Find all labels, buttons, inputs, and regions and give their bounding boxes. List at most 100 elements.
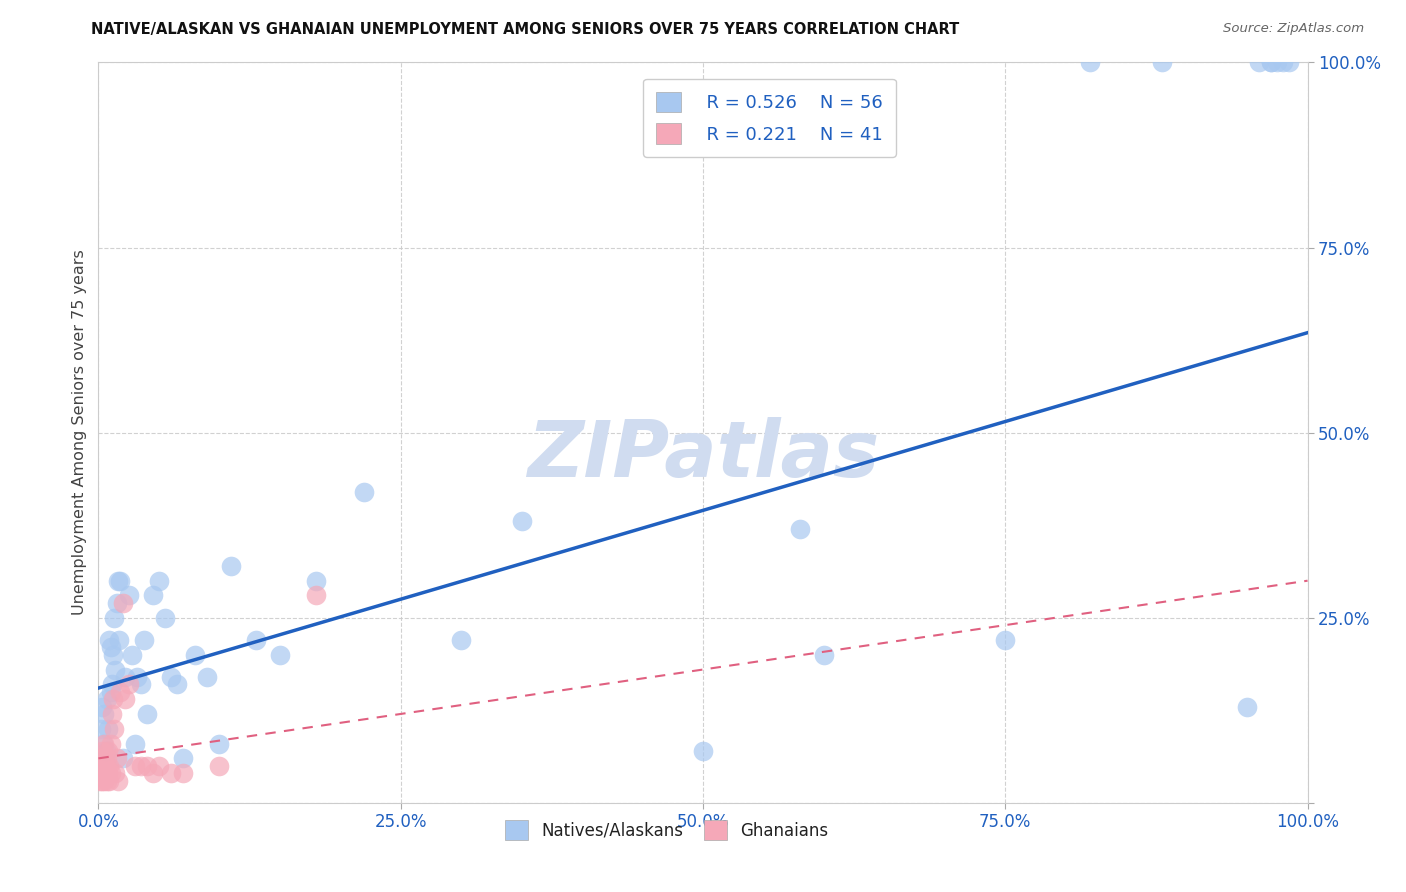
Point <box>1260 55 1282 70</box>
Point <box>1236 699 1258 714</box>
Point <box>134 632 156 647</box>
Point <box>208 737 231 751</box>
Point <box>1260 55 1282 70</box>
Point <box>100 685 122 699</box>
Point <box>208 758 231 772</box>
Point <box>127 670 149 684</box>
Point <box>91 773 114 788</box>
Point <box>450 632 472 647</box>
Text: ZIPatlas: ZIPatlas <box>527 417 879 493</box>
Point <box>1278 55 1301 70</box>
Point <box>89 773 111 788</box>
Point <box>103 722 125 736</box>
Point <box>184 648 207 662</box>
Point <box>129 677 152 691</box>
Point <box>108 685 131 699</box>
Point <box>114 692 136 706</box>
Point <box>100 640 122 655</box>
Point <box>305 589 328 603</box>
Point <box>172 766 194 780</box>
Point <box>94 744 117 758</box>
Point <box>93 706 115 721</box>
Point <box>90 766 112 780</box>
Point <box>135 758 157 772</box>
Point <box>994 632 1017 647</box>
Point <box>195 670 218 684</box>
Point <box>100 677 122 691</box>
Point <box>1272 55 1295 70</box>
Point <box>101 692 124 706</box>
Point <box>94 766 117 780</box>
Point <box>1078 55 1101 70</box>
Point <box>105 751 128 765</box>
Point <box>93 773 115 788</box>
Point <box>353 484 375 499</box>
Point <box>692 744 714 758</box>
Point <box>105 596 128 610</box>
Point <box>100 766 122 780</box>
Y-axis label: Unemployment Among Seniors over 75 years: Unemployment Among Seniors over 75 years <box>72 250 87 615</box>
Point <box>148 574 170 588</box>
Point <box>107 773 129 788</box>
Point <box>124 758 146 772</box>
Text: Source: ZipAtlas.com: Source: ZipAtlas.com <box>1223 22 1364 36</box>
Point <box>305 574 328 588</box>
Point <box>97 722 120 736</box>
Point <box>91 699 114 714</box>
Point <box>91 751 114 765</box>
Point <box>101 648 124 662</box>
Point <box>124 737 146 751</box>
Point <box>153 610 176 624</box>
Point <box>91 758 114 772</box>
Point <box>160 766 183 780</box>
Point <box>91 766 114 780</box>
Point <box>121 648 143 662</box>
Point <box>91 737 114 751</box>
Text: NATIVE/ALASKAN VS GHANAIAN UNEMPLOYMENT AMONG SENIORS OVER 75 YEARS CORRELATION : NATIVE/ALASKAN VS GHANAIAN UNEMPLOYMENT … <box>91 22 960 37</box>
Point <box>245 632 267 647</box>
Point <box>118 677 141 691</box>
Point <box>111 596 134 610</box>
Point <box>89 758 111 772</box>
Point <box>221 558 243 573</box>
Point <box>789 522 811 536</box>
Point <box>90 751 112 765</box>
Point <box>111 751 134 765</box>
Point <box>97 766 120 780</box>
Point <box>91 744 114 758</box>
Point <box>135 706 157 721</box>
Point <box>96 751 118 765</box>
Point <box>104 663 127 677</box>
Point <box>100 737 122 751</box>
Point <box>100 706 122 721</box>
Point <box>98 632 121 647</box>
Point <box>1267 55 1289 70</box>
Point <box>90 722 112 736</box>
Point <box>118 589 141 603</box>
Point <box>97 744 120 758</box>
Point <box>510 515 533 529</box>
Point <box>96 692 118 706</box>
Point <box>104 766 127 780</box>
Point <box>103 610 125 624</box>
Point <box>107 574 129 588</box>
Point <box>166 677 188 691</box>
Point <box>269 648 291 662</box>
Point <box>1249 55 1271 70</box>
Point <box>87 766 110 780</box>
Point <box>108 574 131 588</box>
Point <box>108 632 131 647</box>
Point <box>98 758 121 772</box>
Point <box>142 589 165 603</box>
Point <box>1152 55 1174 70</box>
Point <box>98 773 121 788</box>
Point <box>93 737 115 751</box>
Point <box>813 648 835 662</box>
Point <box>148 758 170 772</box>
Point <box>114 670 136 684</box>
Point <box>129 758 152 772</box>
Point <box>160 670 183 684</box>
Point <box>142 766 165 780</box>
Point <box>172 751 194 765</box>
Point <box>94 758 117 772</box>
